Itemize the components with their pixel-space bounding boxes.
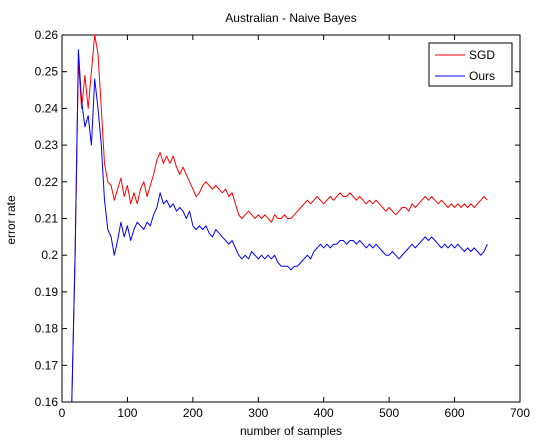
y-tick-label: 0.18: [35, 322, 59, 336]
y-tick-label: 0.16: [35, 395, 59, 409]
series-layer: [71, 34, 488, 403]
x-tick-label: 500: [379, 406, 399, 420]
legend-label-sgd: SGD: [469, 48, 495, 62]
x-tick-label: 600: [445, 406, 465, 420]
legend-box: [428, 42, 513, 87]
x-tick-label: 100: [117, 406, 137, 420]
y-tick-label: 0.25: [35, 65, 59, 79]
legend-label-ours: Ours: [469, 69, 495, 83]
legend: SGD Ours: [428, 42, 513, 87]
y-tick-label: 0.17: [35, 358, 59, 372]
y-tick-label: 0.2: [41, 248, 58, 262]
y-tick-label: 0.23: [35, 138, 59, 152]
x-tick-label: 700: [510, 406, 530, 420]
axes-layer: 0 100 200 300 400 500 600 700 0.16 0.17 0.18 0.19 0.…: [35, 28, 531, 420]
x-tick-label: 0: [59, 406, 66, 420]
series-line-ours: [71, 49, 488, 403]
x-tick-label: 400: [314, 406, 334, 420]
y-tick-label: 0.26: [35, 28, 59, 42]
y-tick-label: 0.21: [35, 212, 59, 226]
y-axis-label: error rate: [4, 195, 18, 245]
y-tick-label: 0.22: [35, 175, 59, 189]
series-line-sgd: [71, 34, 488, 403]
y-tick-label: 0.19: [35, 285, 59, 299]
x-tick-label: 200: [183, 406, 203, 420]
y-tick-label: 0.24: [35, 101, 59, 115]
chart-title: Australian - Naive Bayes: [225, 11, 356, 25]
x-tick-label: 300: [248, 406, 268, 420]
x-axis-label: number of samples: [240, 424, 342, 438]
